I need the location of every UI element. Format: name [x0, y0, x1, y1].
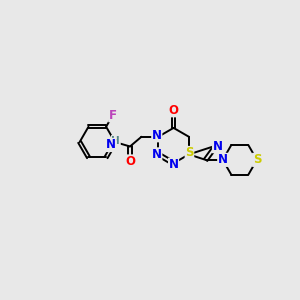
- Text: H: H: [112, 136, 120, 146]
- Text: N: N: [106, 139, 116, 152]
- Text: N: N: [218, 153, 228, 167]
- Text: S: S: [253, 153, 261, 167]
- Text: S: S: [185, 146, 194, 159]
- Text: N: N: [212, 140, 223, 153]
- Text: N: N: [152, 148, 162, 161]
- Text: O: O: [125, 155, 135, 168]
- Text: N: N: [169, 158, 178, 171]
- Text: N: N: [152, 129, 162, 142]
- Text: O: O: [169, 104, 178, 117]
- Text: F: F: [109, 109, 117, 122]
